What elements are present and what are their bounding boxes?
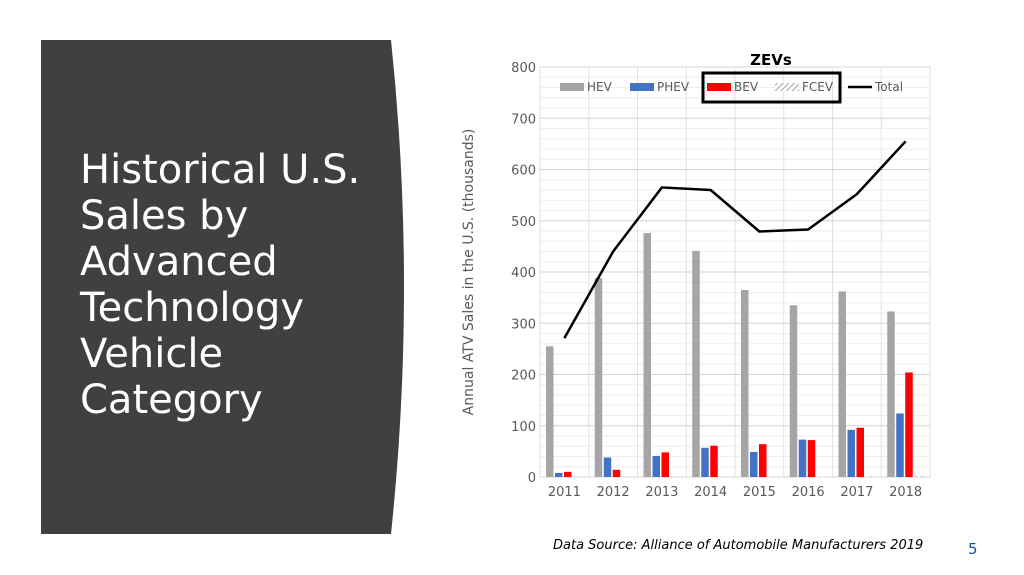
- bar-hev: [643, 233, 651, 477]
- y-tick-label: 600: [511, 164, 536, 179]
- zev-highlight-box: [701, 71, 842, 104]
- legend-swatch-bev: [707, 83, 731, 91]
- bar-phev: [896, 413, 904, 477]
- y-tick-label: 400: [511, 266, 536, 281]
- legend-label-bev: BEV: [734, 80, 759, 94]
- y-tick-label: 300: [511, 317, 536, 332]
- y-tick-label: 100: [511, 420, 536, 435]
- bar-fcev: [816, 476, 825, 477]
- data-source-note: Data Source: Alliance of Automobile Manu…: [553, 538, 924, 553]
- line-total: [563, 140, 907, 339]
- bar-phev: [847, 429, 855, 477]
- x-tick-label: 2015: [743, 485, 776, 500]
- legend-label-total: Total: [874, 80, 903, 94]
- bar-bev: [564, 471, 572, 477]
- bar-fcev: [865, 475, 873, 477]
- x-tick-label: 2014: [694, 485, 727, 500]
- y-tick-label: 800: [511, 61, 536, 76]
- bar-phev: [798, 439, 807, 477]
- legend-swatch-fcev: [775, 83, 799, 91]
- bar-hev: [887, 311, 895, 477]
- y-tick-label: 700: [511, 112, 536, 127]
- bar-bev: [612, 469, 621, 477]
- bar-bev: [807, 440, 816, 477]
- bar-phev: [603, 457, 612, 477]
- x-tick-label: 2011: [548, 485, 581, 500]
- bar-bev: [710, 445, 718, 477]
- legend-label-hev: HEV: [587, 80, 613, 94]
- x-tick-label: 2018: [889, 485, 922, 500]
- legend-swatch-phev: [630, 83, 654, 91]
- legend-label-fcev: FCEV: [802, 80, 834, 94]
- bar-phev: [652, 455, 660, 477]
- x-tick-label: 2016: [792, 485, 825, 500]
- bar-hev: [692, 250, 700, 477]
- bar-hev: [789, 305, 798, 477]
- bar-phev: [750, 451, 758, 477]
- y-tick-label: 200: [511, 369, 536, 384]
- x-tick-label: 2012: [597, 485, 630, 500]
- bar-phev: [555, 472, 563, 477]
- slide-title: Historical U.S. Sales by Advanced Techno…: [80, 147, 361, 423]
- legend-label-phev: PHEV: [657, 80, 690, 94]
- bar-bev: [905, 372, 913, 477]
- page-number: 5: [968, 540, 978, 558]
- bar-bev: [759, 444, 767, 477]
- bar-hev: [838, 291, 846, 477]
- zev-annotation: ZEVs: [750, 51, 792, 69]
- bar-bev: [856, 427, 864, 477]
- y-tick-label: 0: [528, 471, 536, 486]
- x-tick-label: 2017: [840, 485, 873, 500]
- title-panel: [41, 40, 451, 534]
- bar-hev: [546, 346, 554, 477]
- legend-swatch-hev: [560, 83, 584, 91]
- title-panel-shape: [41, 40, 404, 534]
- x-tick-label: 2013: [645, 485, 678, 500]
- bar-hev: [594, 278, 603, 477]
- y-axis-label: Annual ATV Sales in the U.S. (thousands): [461, 129, 477, 416]
- y-tick-label: 500: [511, 215, 536, 230]
- bar-bev: [661, 452, 669, 477]
- bar-hev: [741, 289, 749, 477]
- bar-fcev: [914, 475, 922, 477]
- bar-phev: [701, 447, 709, 477]
